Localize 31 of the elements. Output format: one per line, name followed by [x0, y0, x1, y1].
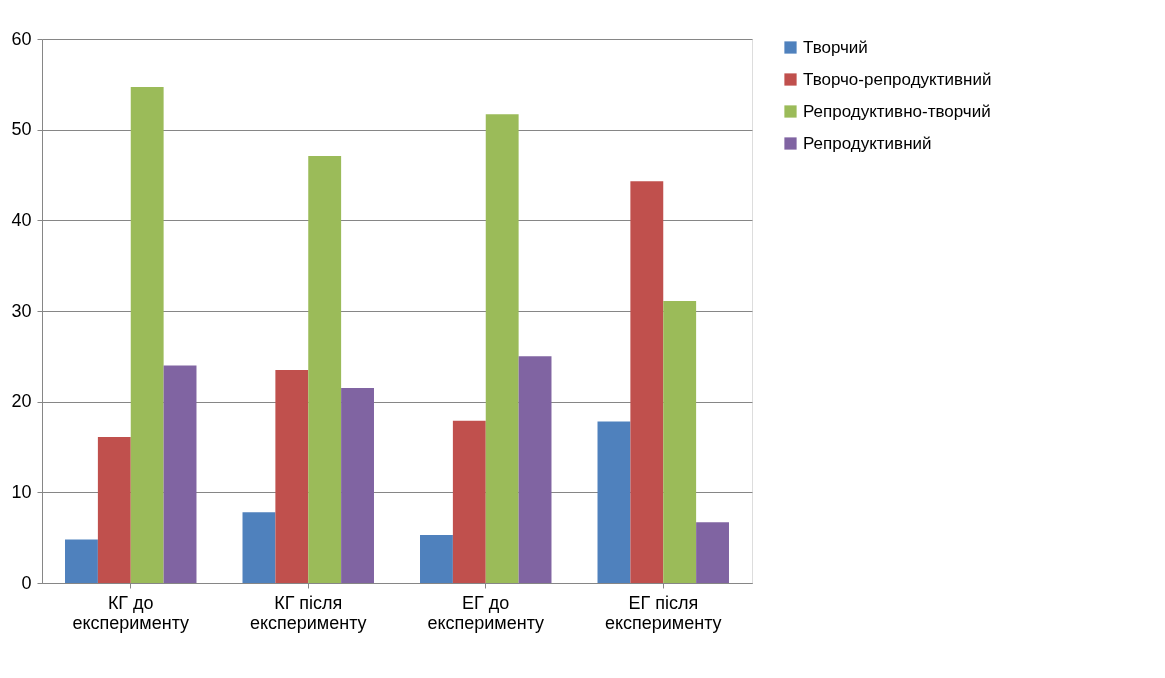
legend-label: Репродуктивний [803, 133, 932, 153]
bar [275, 369, 309, 583]
bar [597, 421, 631, 583]
y-tick-label: 50 [11, 119, 32, 140]
y-tick-label: 20 [11, 391, 32, 412]
bar [163, 365, 197, 583]
legend-label: Творчо-репродуктивний [803, 69, 992, 89]
y-tick-label: 0 [21, 572, 32, 593]
legend-label: Творчий [803, 37, 868, 57]
bar [420, 534, 453, 583]
x-tick-label: ЕГ до експерименту [427, 592, 545, 633]
bar [485, 114, 519, 583]
legend-label: Репродуктивно-творчий [803, 101, 991, 121]
bar [696, 522, 729, 583]
bar [341, 388, 374, 583]
bar [242, 512, 276, 583]
bar [130, 87, 164, 583]
bar [452, 420, 486, 583]
bar [663, 301, 697, 583]
bar [630, 181, 664, 583]
bar [65, 539, 98, 583]
y-tick-label: 40 [11, 209, 32, 230]
bar [518, 356, 552, 583]
x-tick-label: КГ до експерименту [72, 592, 190, 633]
y-tick-label: 60 [11, 28, 32, 49]
bar [308, 155, 342, 583]
y-tick-label: 30 [11, 300, 32, 321]
x-tick-label: КГ після експерименту [249, 592, 367, 633]
y-tick-label: 10 [11, 481, 32, 502]
x-tick-label: ЕГ після експерименту [604, 592, 722, 633]
bar [97, 437, 131, 583]
